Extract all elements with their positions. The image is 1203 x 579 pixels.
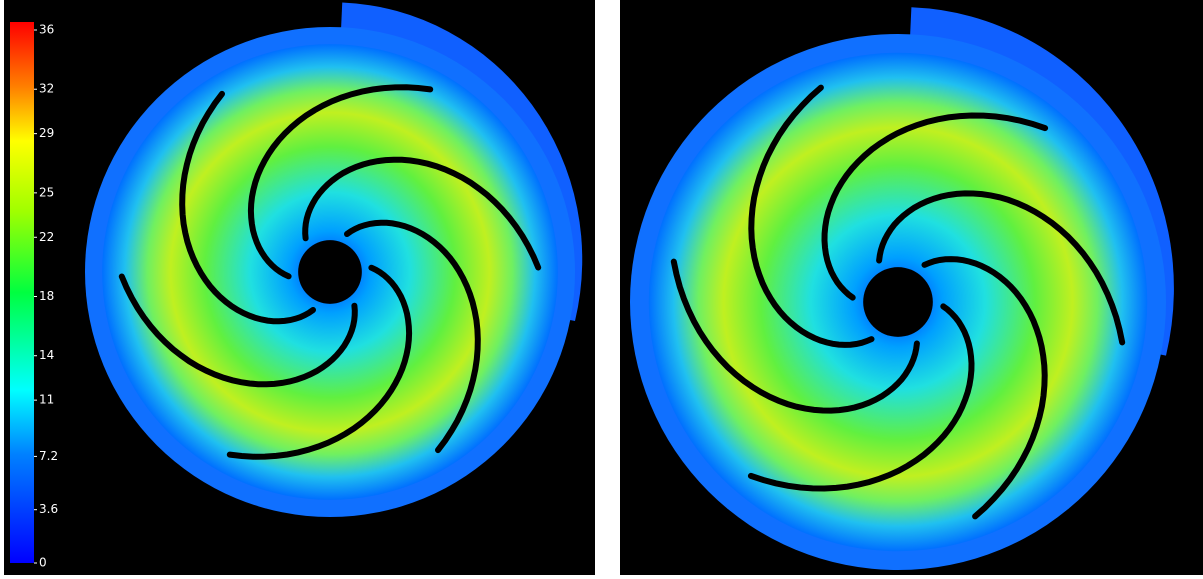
tick-label: 18 <box>39 289 54 303</box>
colorbar <box>10 22 34 563</box>
hub <box>298 240 362 304</box>
hub <box>863 267 933 337</box>
contour-figure: 0 3.6 7.2 11 14 18 22 25 29 32 36 <box>0 0 1203 575</box>
tick-label: 32 <box>39 82 54 96</box>
tick-label: 11 <box>39 393 54 407</box>
tick-label: 36 <box>39 23 54 37</box>
tick-label: 0 <box>39 556 47 570</box>
tick-label: 3.6 <box>39 502 58 516</box>
tick-label: 7.2 <box>39 449 58 463</box>
tick-label: 25 <box>39 185 54 199</box>
tick-label: 14 <box>39 348 54 362</box>
tick-label: 29 <box>39 126 54 140</box>
tick-label: 22 <box>39 230 54 244</box>
